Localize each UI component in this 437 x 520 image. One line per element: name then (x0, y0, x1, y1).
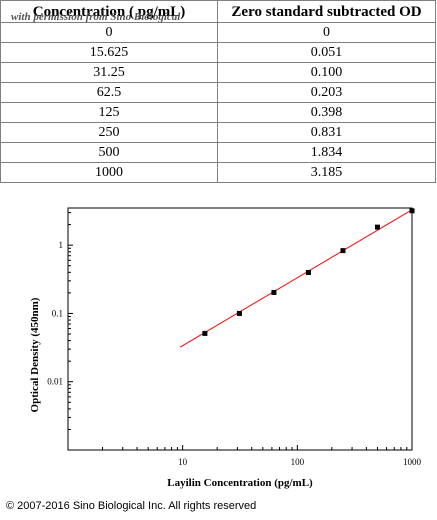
table-row: 62.5 0.203 (0, 82, 436, 103)
cell-od: 0 (217, 22, 436, 43)
cell-concentration: 15.625 (0, 42, 218, 63)
table-row: 31.25 0.100 (0, 62, 436, 83)
y-tick-label: 0.01 (47, 377, 63, 387)
standard-curve-chart: 10 100 1000 0.01 0.1 1 Layilin Concentration … (29, 207, 422, 489)
x-axis-label: Layilin Concentration (pg/mL) (167, 477, 313, 489)
y-axis-label: Optical Density (450nm) (29, 297, 41, 412)
plot-frame (67, 207, 413, 451)
table-row: 1000 3.185 (0, 162, 436, 183)
cell-concentration: 500 (0, 142, 218, 163)
x-tick-label: 10 (178, 457, 188, 467)
table-header-row: Concentration ( pg/mL) with permission f… (0, 0, 436, 23)
cell-concentration: 62.5 (0, 82, 218, 103)
data-point (409, 208, 415, 214)
cell-od: 0.051 (217, 42, 436, 63)
cell-od: 0.398 (217, 102, 436, 123)
data-point (374, 224, 380, 230)
x-tick-label: 1000 (403, 457, 422, 467)
standard-curve-table: Concentration ( pg/mL) with permission f… (0, 0, 436, 183)
header-concentration-label: Concentration ( pg/mL) (32, 3, 186, 20)
axis-ticks: 10 100 1000 0.01 0.1 1 (47, 212, 422, 467)
data-point (271, 289, 277, 295)
header-od: Zero standard subtracted OD (217, 0, 436, 23)
table-row: 500 1.834 (0, 142, 436, 163)
cell-concentration: 31.25 (0, 62, 218, 83)
cell-od: 0.203 (217, 82, 436, 103)
data-point (340, 248, 346, 254)
table-row: 15.625 0.051 (0, 42, 436, 63)
data-points (202, 208, 415, 336)
x-tick-label: 100 (291, 457, 305, 467)
plot-border (67, 207, 413, 451)
table-row: 250 0.831 (0, 122, 436, 143)
cell-concentration: 125 (0, 102, 218, 123)
cell-concentration: 0 (0, 22, 218, 43)
data-point (236, 310, 242, 316)
cell-od: 3.185 (217, 162, 436, 183)
fit-line-group (179, 209, 413, 348)
data-point (305, 269, 311, 275)
table-row: 125 0.398 (0, 102, 436, 123)
cell-od: 0.100 (217, 62, 436, 83)
copyright-notice: © 2007-2016 Sino Biological Inc. All rig… (6, 500, 257, 512)
cell-concentration: 250 (0, 122, 218, 143)
header-concentration: Concentration ( pg/mL) with permission f… (0, 0, 218, 23)
cell-od: 0.831 (217, 122, 436, 143)
cell-concentration: 1000 (0, 162, 218, 183)
y-tick-label: 1 (59, 240, 64, 250)
fit-line (179, 209, 413, 348)
cell-od: 1.834 (217, 142, 436, 163)
y-tick-label: 0.1 (52, 308, 63, 318)
data-point (202, 330, 208, 336)
